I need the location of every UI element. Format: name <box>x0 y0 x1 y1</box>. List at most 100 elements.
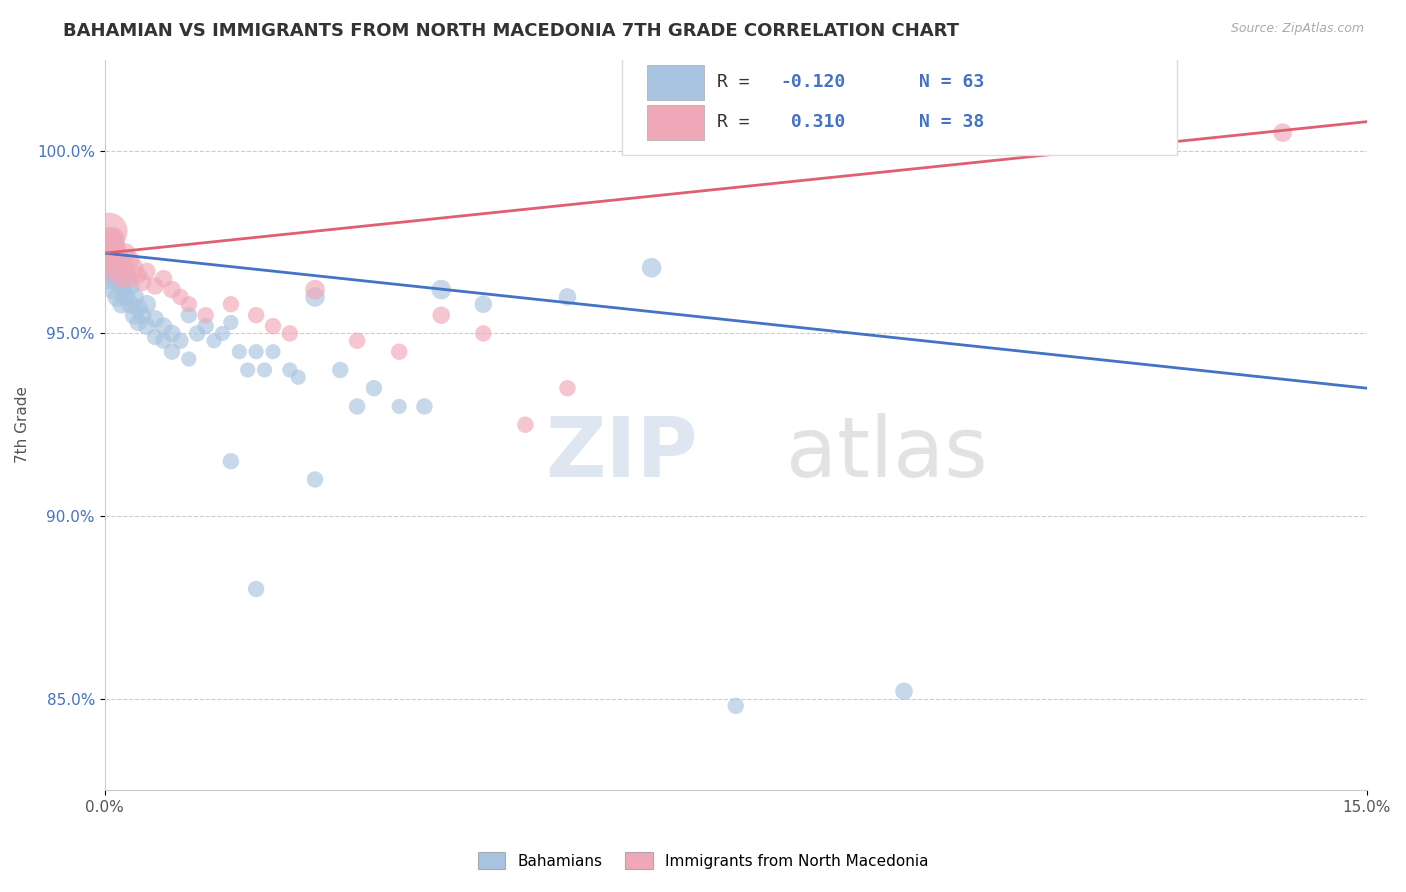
Point <box>143 279 166 293</box>
Point <box>101 243 124 257</box>
Point <box>245 308 267 322</box>
Point <box>640 260 662 275</box>
Point <box>101 264 124 278</box>
Point <box>104 271 127 285</box>
Point <box>278 326 301 341</box>
Text: Source: ZipAtlas.com: Source: ZipAtlas.com <box>1230 22 1364 36</box>
Point <box>177 351 200 366</box>
Point <box>346 334 368 348</box>
Text: ZIP: ZIP <box>546 413 697 494</box>
Point <box>557 290 579 304</box>
Y-axis label: 7th Grade: 7th Grade <box>15 386 30 463</box>
Point <box>245 344 267 359</box>
Point <box>118 271 141 285</box>
Point <box>287 370 309 384</box>
Point <box>131 308 153 322</box>
Point <box>122 290 145 304</box>
Text: atlas: atlas <box>786 413 988 494</box>
Point <box>304 283 326 297</box>
Point <box>202 334 225 348</box>
FancyBboxPatch shape <box>621 45 1177 154</box>
Point <box>472 326 495 341</box>
Point <box>253 363 276 377</box>
Point <box>169 290 191 304</box>
Point <box>105 264 128 278</box>
Point <box>278 363 301 377</box>
Point <box>1271 126 1294 140</box>
Point <box>104 257 127 271</box>
Point <box>118 253 141 268</box>
Point <box>262 344 284 359</box>
Point <box>143 330 166 344</box>
Point <box>110 297 132 311</box>
Point <box>105 290 128 304</box>
Point <box>105 246 128 260</box>
Point <box>135 319 157 334</box>
Point <box>118 297 141 311</box>
Point <box>114 260 136 275</box>
Point <box>118 279 141 293</box>
Point <box>104 253 127 268</box>
Point <box>160 283 183 297</box>
Point <box>388 344 411 359</box>
Point <box>557 381 579 395</box>
Point <box>304 290 326 304</box>
Point <box>110 253 132 268</box>
Point <box>219 454 242 468</box>
Point <box>472 297 495 311</box>
Point <box>177 308 200 322</box>
Point <box>413 400 436 414</box>
Point <box>97 235 120 249</box>
Point <box>122 308 145 322</box>
Point <box>135 297 157 311</box>
Text: R =: R = <box>717 113 761 131</box>
Point <box>219 316 242 330</box>
Point <box>97 253 120 268</box>
Point <box>228 344 250 359</box>
Point <box>100 260 122 275</box>
Point <box>152 334 174 348</box>
Point <box>430 283 453 297</box>
Point <box>135 264 157 278</box>
Point <box>245 582 267 596</box>
Point <box>101 250 124 264</box>
Point <box>363 381 385 395</box>
Point <box>152 271 174 285</box>
Point <box>388 400 411 414</box>
Text: BAHAMIAN VS IMMIGRANTS FROM NORTH MACEDONIA 7TH GRADE CORRELATION CHART: BAHAMIAN VS IMMIGRANTS FROM NORTH MACEDO… <box>63 22 959 40</box>
Point <box>194 319 217 334</box>
Point <box>893 684 915 698</box>
Text: -0.120: -0.120 <box>780 73 845 91</box>
Point <box>97 243 120 257</box>
Point <box>346 400 368 414</box>
Point <box>262 319 284 334</box>
Point <box>127 301 149 315</box>
Text: N = 38: N = 38 <box>918 113 984 131</box>
Point <box>131 276 153 290</box>
Point <box>97 224 120 238</box>
Point <box>101 283 124 297</box>
Point <box>219 297 242 311</box>
Point <box>114 246 136 260</box>
Point <box>114 271 136 285</box>
Text: 0.310: 0.310 <box>780 113 845 131</box>
Point <box>169 334 191 348</box>
Point <box>110 271 132 285</box>
Point <box>160 326 183 341</box>
Point <box>110 279 132 293</box>
Point <box>304 473 326 487</box>
Point <box>101 231 124 245</box>
Point <box>430 308 453 322</box>
Legend: Bahamians, Immigrants from North Macedonia: Bahamians, Immigrants from North Macedon… <box>471 846 935 875</box>
FancyBboxPatch shape <box>647 105 704 140</box>
Text: R =: R = <box>717 73 761 91</box>
Point <box>329 363 352 377</box>
Point <box>97 271 120 285</box>
Point <box>127 268 149 282</box>
Point <box>122 260 145 275</box>
Point <box>211 326 233 341</box>
Point <box>152 319 174 334</box>
Text: N = 63: N = 63 <box>918 73 984 91</box>
Point <box>724 698 747 713</box>
Point <box>97 260 120 275</box>
